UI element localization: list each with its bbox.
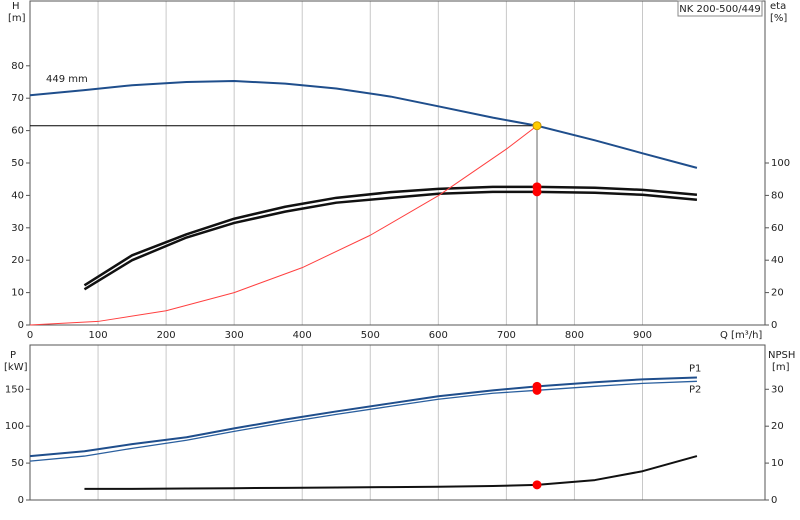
y-tick-label: 0 bbox=[18, 320, 24, 331]
y-tick-label: 100 bbox=[5, 421, 24, 432]
npsh-axis-unit: [m] bbox=[772, 362, 790, 373]
h-axis-label: H bbox=[12, 1, 20, 12]
y2-tick-label: 30 bbox=[771, 384, 784, 395]
y2-tick-label: 0 bbox=[771, 320, 777, 331]
p-axis-unit: [kW] bbox=[4, 362, 28, 373]
y-tick-label: 150 bbox=[5, 384, 24, 395]
y2-tick-label: 60 bbox=[771, 223, 784, 234]
series-label: P1 bbox=[689, 363, 701, 374]
curve bbox=[83, 185, 698, 287]
x-tick-label: 400 bbox=[293, 330, 312, 341]
x-tick-label: 700 bbox=[497, 330, 516, 341]
chart-title: NK 200-500/449 bbox=[679, 4, 760, 15]
duty-point bbox=[532, 121, 542, 131]
y2-tick-label: 20 bbox=[771, 421, 784, 432]
title-box bbox=[677, 0, 763, 17]
y-tick-label: 50 bbox=[11, 458, 24, 469]
y-tick-label: 10 bbox=[11, 288, 24, 299]
y2-tick-label: 80 bbox=[771, 190, 784, 201]
eta-axis-unit: [%] bbox=[770, 13, 787, 24]
y2-tick-label: 40 bbox=[771, 255, 784, 266]
y2-tick-label: 20 bbox=[771, 288, 784, 299]
x-tick-label: 500 bbox=[361, 330, 380, 341]
y-tick-label: 70 bbox=[11, 93, 24, 104]
curve bbox=[83, 190, 698, 291]
x-tick-label: 600 bbox=[429, 330, 448, 341]
plot-frame bbox=[29, 344, 766, 501]
y2-tick-label: 100 bbox=[771, 158, 790, 169]
duty-point bbox=[532, 187, 542, 197]
y-tick-label: 40 bbox=[11, 190, 24, 201]
impeller-annotation: 449 mm bbox=[46, 74, 88, 85]
y2-tick-label: 10 bbox=[771, 458, 784, 469]
y-tick-label: 80 bbox=[11, 61, 24, 72]
h-axis-unit: [m] bbox=[8, 13, 26, 24]
x-tick-label: 900 bbox=[633, 330, 652, 341]
curve bbox=[29, 80, 698, 169]
y-tick-label: 0 bbox=[18, 495, 24, 506]
plot-frame bbox=[29, 0, 766, 326]
p-axis-label: P bbox=[10, 350, 16, 361]
npsh-axis-label: NPSH bbox=[768, 350, 795, 361]
eta-axis-label: eta bbox=[770, 1, 786, 12]
curve bbox=[29, 380, 697, 462]
curve bbox=[29, 376, 697, 458]
x-tick-label: 200 bbox=[157, 330, 176, 341]
curve bbox=[84, 455, 698, 490]
curve bbox=[29, 125, 538, 326]
x-tick-label: 0 bbox=[27, 330, 33, 341]
x-tick-label: 300 bbox=[225, 330, 244, 341]
series-label: P2 bbox=[689, 384, 701, 395]
y-tick-label: 50 bbox=[11, 158, 24, 169]
y-tick-label: 30 bbox=[11, 223, 24, 234]
y-tick-label: 20 bbox=[11, 255, 24, 266]
y2-tick-label: 0 bbox=[771, 495, 777, 506]
x-tick-label: 100 bbox=[89, 330, 108, 341]
q-axis-label: Q [m³/h] bbox=[720, 330, 762, 341]
y-tick-label: 60 bbox=[11, 126, 24, 137]
duty-point bbox=[532, 480, 542, 490]
x-tick-label: 800 bbox=[565, 330, 584, 341]
duty-point bbox=[532, 385, 542, 395]
